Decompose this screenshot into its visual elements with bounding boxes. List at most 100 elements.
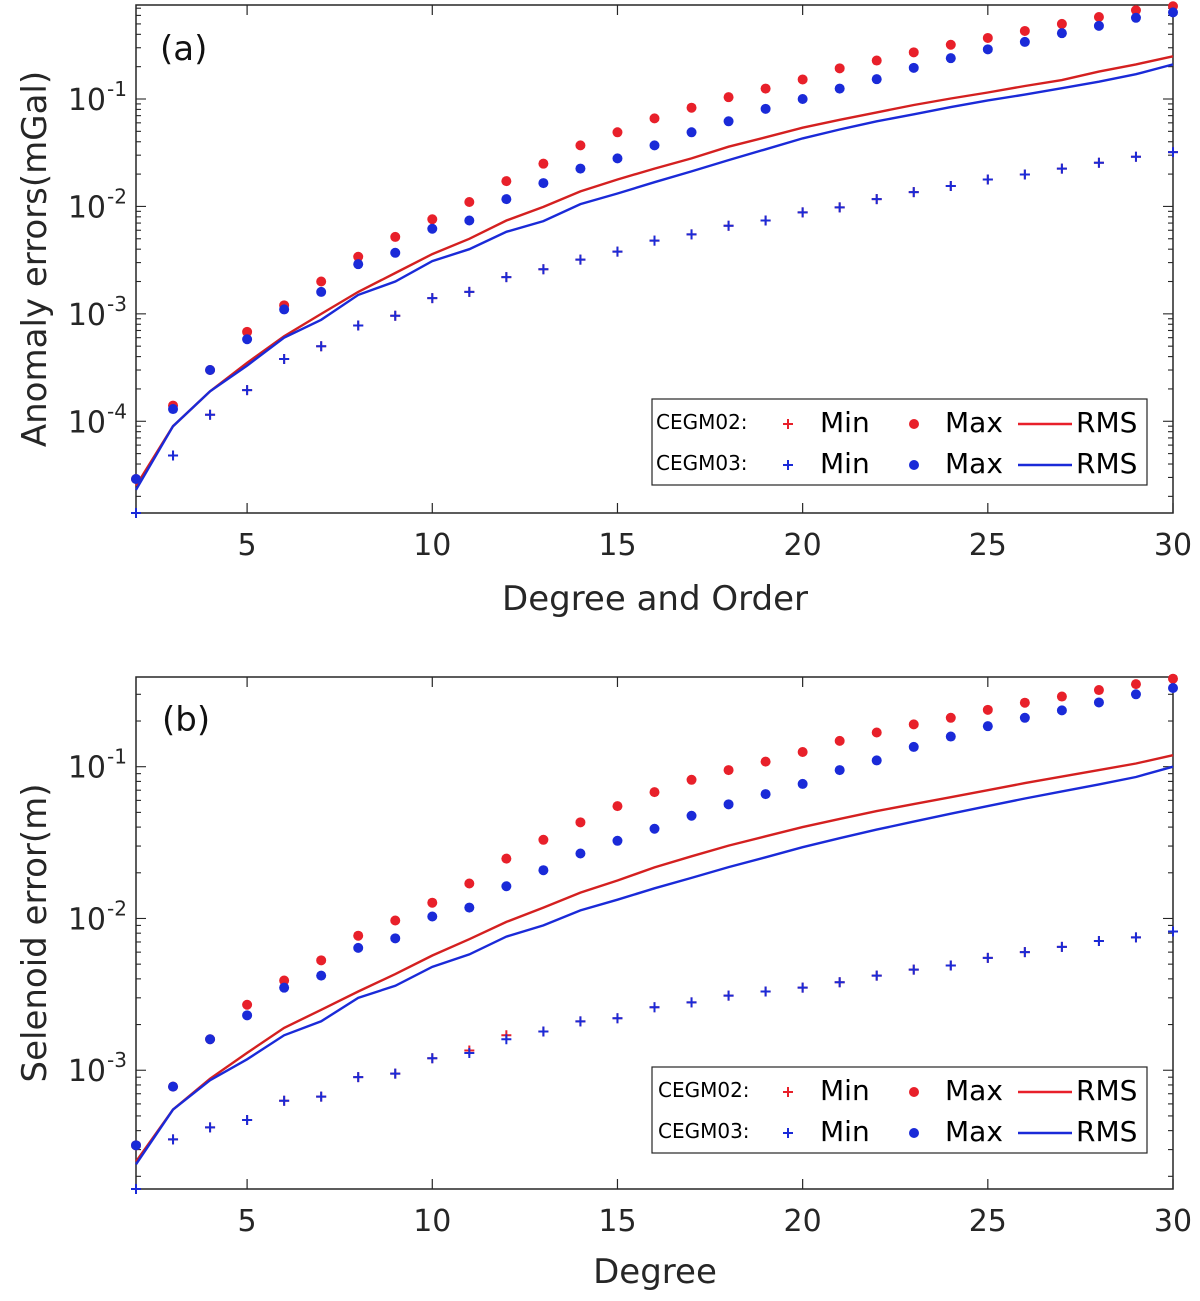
y-tick-base: 10 [68,751,106,786]
point-cegm03-min [760,215,771,226]
legend-max-marker [909,460,919,470]
point-cegm02-max [834,735,845,746]
y-tick-labels-a: 10-410-310-210-1 [68,77,127,440]
legend-min-cegm03-b: Min [820,1115,870,1148]
series-line-cegm03-rms [134,63,1174,491]
point-cegm03-max [871,755,882,766]
point-cegm03-max [353,942,364,953]
point-cegm03-max [279,982,290,993]
point-cegm02-max [686,102,697,113]
y-tick-base: 10 [68,298,106,333]
point-cegm03-max [1168,683,1178,694]
point-cegm03-min [1019,947,1030,958]
y-tick-exponent: -4 [107,399,127,423]
point-cegm02-max [464,878,475,889]
point-cegm03-max [168,404,179,415]
point-cegm03-max [464,215,475,226]
point-cegm03-max [982,44,993,55]
point-cegm02-max [1056,18,1067,29]
point-cegm03-max [353,259,364,270]
legend-rms-cegm02-b: RMS [1076,1074,1137,1107]
point-cegm03-max [612,835,623,846]
legend-rms-cegm03-a: RMS [1076,447,1137,480]
legend-min-cegm02-b: Min [820,1074,870,1107]
point-cegm03-max [760,103,771,114]
point-cegm02-max [427,897,438,908]
point-cegm03-max [612,153,623,164]
x-tick-label: 20 [784,1204,822,1239]
y-axis-label-b: Selenoid error(m) [15,783,55,1082]
point-cegm02-max [501,176,512,187]
legend-box-b [651,1066,1148,1154]
legend-model-cegm02-b: CEGM02: [658,1078,750,1102]
point-cegm03-max [538,178,549,189]
point-cegm03-max [1019,712,1030,723]
point-cegm03-min [649,235,660,246]
x-tick-label: 15 [598,1204,636,1239]
point-cegm03-min [760,986,771,997]
legend-min-cegm03-a: Min [820,447,870,480]
x-axis-label-b: Degree [593,1252,717,1292]
point-cegm03-max [1168,7,1178,18]
point-cegm02-max [612,801,623,812]
point-cegm02-max [797,746,808,757]
point-cegm03-max [131,474,141,485]
point-cegm03-min [168,1134,179,1145]
point-cegm03-max [538,865,549,876]
legend-a: CEGM02: CEGM03: Min Min Max Max RMS RMS [651,398,1148,486]
y-tick-label: 10 [68,405,106,440]
point-cegm03-max [1056,705,1067,716]
point-cegm03-min [871,970,882,981]
point-cegm03-min [501,272,512,283]
legend-model-cegm03-a: CEGM03: [656,451,748,475]
legend-min-marker [783,419,793,429]
point-cegm03-max [501,881,512,892]
series-line-cegm02-rms [134,55,1174,487]
point-cegm03-min [575,254,586,265]
point-cegm02-max [723,765,734,776]
legend-max-marker [909,1128,919,1138]
point-cegm03-max [205,1034,216,1045]
legend-max-marker [909,419,919,429]
point-cegm02-max [797,74,808,85]
point-cegm02-max [538,834,549,845]
point-cegm03-max [575,163,586,174]
point-cegm03-min [834,202,845,213]
point-cegm02-max [538,158,549,169]
point-cegm03-min [982,174,993,185]
point-cegm03-min [871,194,882,205]
point-cegm03-min [834,977,845,988]
x-tick-label: 25 [969,528,1007,563]
point-cegm03-max [279,304,290,315]
point-cegm03-min [1056,163,1067,174]
point-cegm03-max [390,933,401,944]
point-cegm03-max [501,194,512,205]
point-cegm03-min [242,385,253,396]
x-tick-label: 10 [413,1204,451,1239]
point-cegm03-min [1130,932,1141,943]
y-tick-base: 10 [68,902,106,937]
point-cegm03-max [1093,20,1104,31]
point-cegm03-min [982,952,993,963]
y-tick-exponent: -3 [107,1048,127,1072]
point-cegm03-max [242,1010,253,1021]
point-cegm03-max [945,53,956,64]
point-cegm03-min [205,409,216,420]
x-tick-labels-b: 5 10 15 20 25 30 [238,1204,1193,1239]
panel-label-b: (b) [162,700,210,740]
point-cegm03-min [686,997,697,1008]
point-cegm02-max [945,712,956,723]
point-cegm03-min [723,990,734,1001]
y-tick-label: 10 [68,190,106,225]
legend-min-marker [783,460,793,470]
point-cegm03-min [353,1072,364,1083]
point-cegm03-max [760,789,771,800]
point-cegm03-max [908,62,919,73]
point-cegm03-max [1056,28,1067,39]
legend-max-cegm03-b: Max [945,1115,1003,1148]
point-cegm03-min [131,1184,141,1194]
point-cegm03-min [797,207,808,218]
legend-glyphs-b [783,1087,1072,1138]
point-cegm03-max [797,94,808,105]
